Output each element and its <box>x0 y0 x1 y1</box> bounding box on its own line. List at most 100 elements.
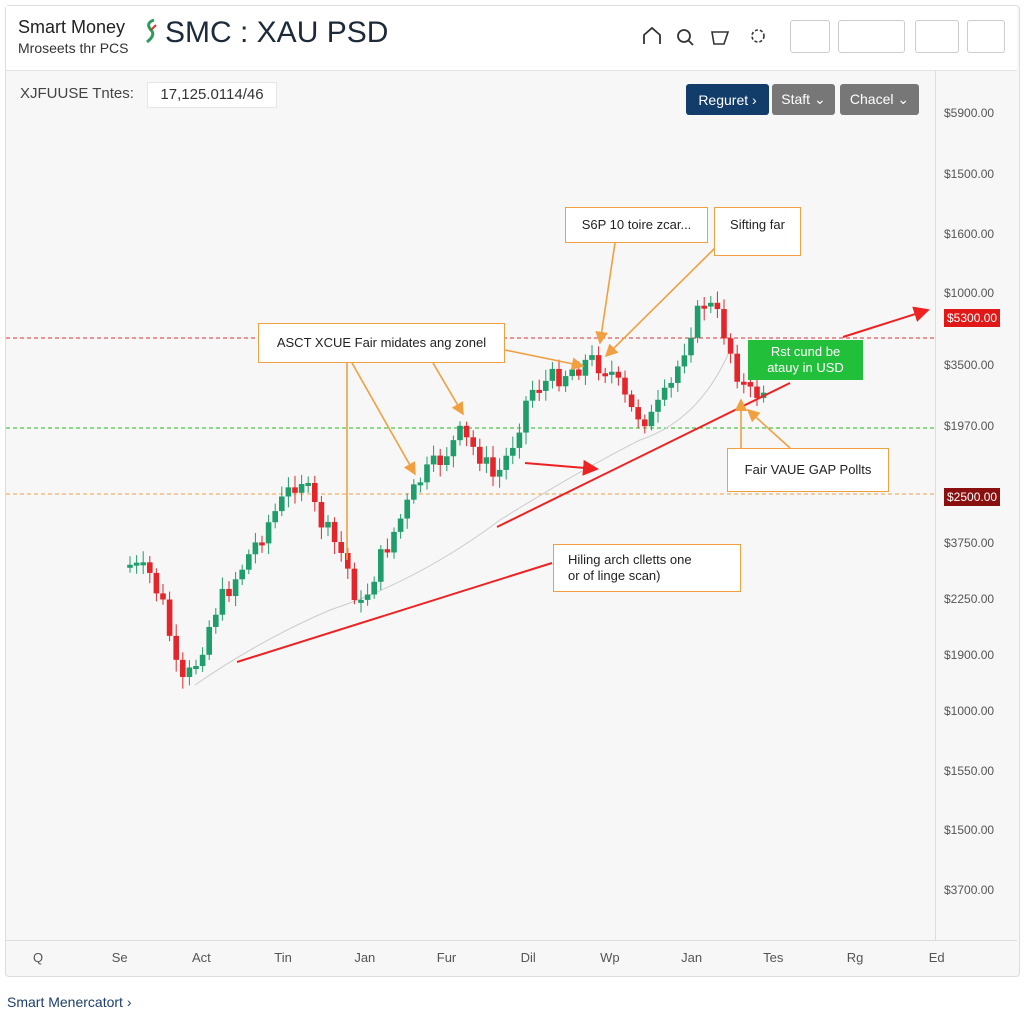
candle-body <box>160 593 166 600</box>
candle-body <box>747 382 754 387</box>
candle-body <box>285 487 292 497</box>
candle-body <box>668 382 674 388</box>
annotation: Rst cund be atauy in USD <box>748 340 863 380</box>
candle-body <box>701 305 707 309</box>
y-tick-label: $1550.00 <box>944 764 995 778</box>
candle-body <box>635 407 641 420</box>
y-tick-label: $1970.00 <box>944 419 995 433</box>
candle-body <box>252 542 259 555</box>
candle-body <box>615 371 622 378</box>
x-tick-label: Jan <box>681 950 703 965</box>
axis-line <box>6 940 1017 941</box>
candle-body <box>133 562 140 566</box>
tool-button[interactable] <box>967 20 1005 53</box>
candle-body <box>193 666 199 670</box>
y-tick-label: $5300.00 <box>944 309 1001 327</box>
candle-body <box>371 581 377 595</box>
candle-body <box>153 572 160 594</box>
x-tick-label: Jan <box>354 950 376 965</box>
candle-body <box>437 455 443 466</box>
candle-body <box>127 564 133 568</box>
tool-button[interactable] <box>915 20 959 53</box>
candle-body <box>529 389 536 401</box>
button[interactable]: Chacel ⌄ <box>840 84 919 115</box>
annotation: Fair VAUE GAP Pollts <box>727 448 889 492</box>
button[interactable]: Staft ⌄ <box>772 84 835 115</box>
x-tick-label: Fur <box>436 950 457 965</box>
candle-body <box>536 389 542 393</box>
candle-body <box>318 502 325 528</box>
candle-body <box>338 542 344 553</box>
candle-body <box>358 599 364 603</box>
candle-body <box>239 569 245 580</box>
candle-body <box>734 353 740 382</box>
candle-body <box>391 531 397 553</box>
candle-body <box>754 386 760 398</box>
candle-body <box>470 437 476 447</box>
annotation-line: atauy in USD <box>767 360 844 375</box>
header-bar <box>6 6 1017 71</box>
candle-body <box>503 455 509 470</box>
annotation-line: or of linge scan) <box>568 568 661 583</box>
candle-body <box>147 562 153 573</box>
x-tick-label: Q <box>32 950 44 965</box>
candle-body <box>556 368 562 387</box>
candle-body <box>265 522 272 544</box>
candle-body <box>364 594 371 600</box>
y-tick-label: $2500.00 <box>944 488 1001 506</box>
candle-body <box>569 369 575 377</box>
y-tick-label: $3700.00 <box>944 883 995 897</box>
candle-body <box>516 432 523 448</box>
candle-body <box>694 305 701 338</box>
y-tick-label: $3750.00 <box>944 536 995 550</box>
candle-body <box>708 302 714 307</box>
y-tick-label: $2250.00 <box>944 592 995 606</box>
candle-body <box>721 309 727 339</box>
candle-body <box>378 549 384 582</box>
candle-body <box>727 338 734 354</box>
candle-body <box>543 380 549 391</box>
candle-body <box>279 496 285 512</box>
candle-body <box>298 484 305 493</box>
brand: Smart Money <box>18 17 126 37</box>
candle-body <box>760 392 767 398</box>
x-tick-label: Se <box>111 950 128 965</box>
x-tick-label: Wp <box>600 950 620 965</box>
candle-body <box>450 440 457 457</box>
candle-body <box>609 371 615 375</box>
y-tick-label: $1500.00 <box>944 167 995 181</box>
info-value: 17,125.0114/46 <box>147 82 277 108</box>
candle-body <box>655 399 661 412</box>
y-tick-label: $1500.00 <box>944 823 995 837</box>
tool-button[interactable] <box>790 20 830 53</box>
button[interactable]: Reguret › <box>686 84 769 115</box>
y-tick-label: $1600.00 <box>944 227 995 241</box>
annotation: Sifting far <box>714 207 801 256</box>
candle-body <box>272 511 278 523</box>
annotation-line: Hiling arch clletts one <box>568 552 692 567</box>
candle-body <box>714 302 721 310</box>
candle-body <box>688 337 694 356</box>
candle-body <box>589 355 595 360</box>
x-tick-label: Act <box>191 950 211 965</box>
candle-body <box>628 394 635 408</box>
footer-link[interactable]: Smart Menercatort › <box>7 994 132 1010</box>
tool-button[interactable] <box>838 20 905 53</box>
candle-body <box>675 366 681 383</box>
candle-body <box>523 400 529 433</box>
toolbar-icons[interactable] <box>640 24 780 52</box>
candle-body <box>206 626 212 655</box>
info-label: XJFUUSE Tntes: <box>20 85 134 102</box>
x-tick-label: Tes <box>763 950 784 965</box>
candle-body <box>582 359 589 376</box>
candle-body <box>622 377 628 395</box>
y-tick-label: $1000.00 <box>944 704 995 718</box>
annotation: S6P 10 toire zcar... <box>565 207 708 243</box>
candle-body <box>424 464 430 483</box>
candle-body <box>642 419 648 427</box>
y-tick-label: $5900.00 <box>944 106 995 120</box>
candle-body <box>166 599 173 636</box>
candle-body <box>292 487 298 493</box>
y-tick-label: $1900.00 <box>944 648 995 662</box>
